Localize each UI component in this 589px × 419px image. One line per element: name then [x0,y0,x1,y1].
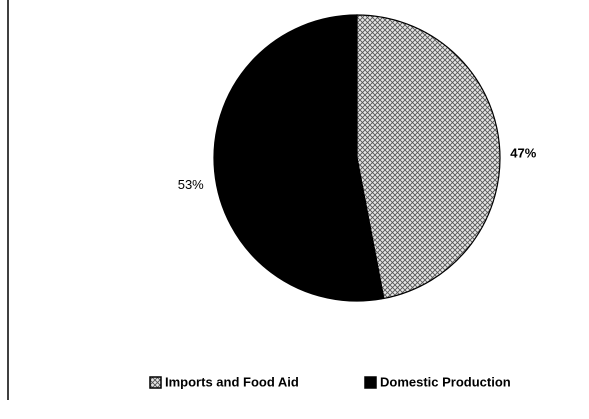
legend-swatch [149,376,162,389]
legend-label: Imports and Food Aid [165,374,299,389]
legend-label: Domestic Production [380,374,511,389]
legend-swatch [364,376,377,389]
data-label: 53% [178,177,204,192]
data-label: 47% [510,146,536,161]
pie-slice [356,14,501,300]
pie-slice [213,14,385,302]
